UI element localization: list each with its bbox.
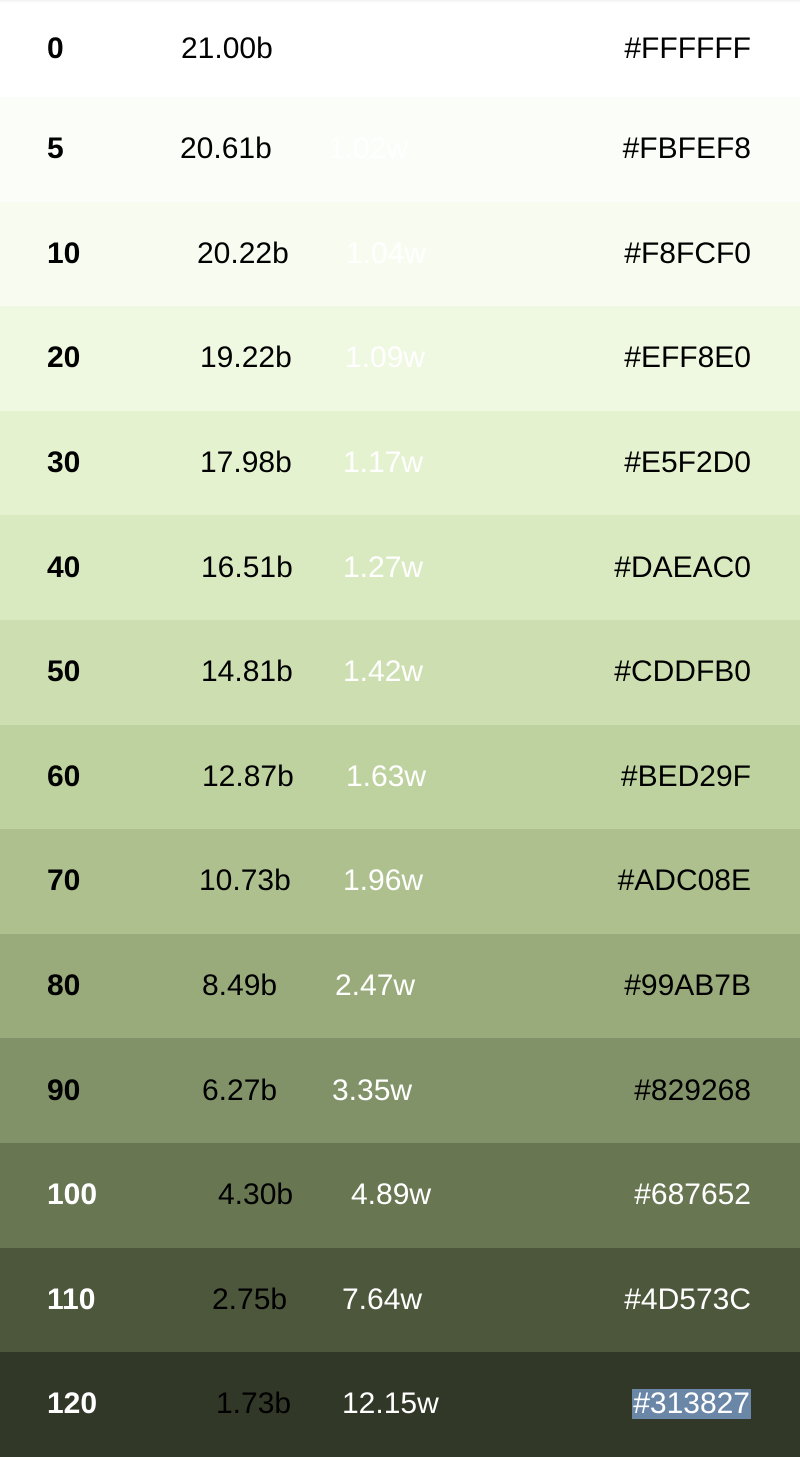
contrast-black-value: 10.73b xyxy=(199,864,291,898)
tone-label: 120 xyxy=(47,1387,98,1421)
palette-row-100[interactable]: 100 4.30b 4.89w #687652 xyxy=(0,1142,800,1248)
hex-code[interactable]: #687652 xyxy=(634,1178,751,1212)
hex-code[interactable]: #DAEAC0 xyxy=(614,550,751,584)
contrast-white-value: 4.89w xyxy=(351,1178,432,1212)
contrast-white-value: 1.17w xyxy=(343,446,424,480)
contrast-black-value: 8.49b xyxy=(202,969,278,1003)
hex-code[interactable]: #EFF8E0 xyxy=(624,341,751,375)
contrast-black-value: 16.51b xyxy=(201,550,293,584)
hex-code-selected[interactable]: #313827 xyxy=(632,1387,751,1421)
palette-row-70[interactable]: 70 10.73b 1.96w #ADC08E xyxy=(0,829,800,934)
tone-label: 110 xyxy=(47,1282,96,1316)
contrast-black-value: 12.87b xyxy=(202,759,294,793)
tone-label: 0 xyxy=(47,31,64,65)
contrast-black-value: 4.30b xyxy=(218,1178,294,1212)
hex-code[interactable]: #F8FCF0 xyxy=(624,236,751,270)
tone-label: 40 xyxy=(47,550,81,584)
hex-code[interactable]: #CDDFB0 xyxy=(614,655,751,689)
tone-label: 90 xyxy=(47,1073,81,1107)
contrast-white-value: 1.04w xyxy=(346,236,427,270)
palette-row-50[interactable]: 50 14.81b 1.42w #CDDFB0 xyxy=(0,619,800,725)
contrast-black-value: 1.73b xyxy=(216,1387,292,1421)
hex-code[interactable]: #FFFFFF xyxy=(624,31,751,65)
hex-code[interactable]: #99AB7B xyxy=(624,969,751,1003)
contrast-black-value: 2.75b xyxy=(212,1282,288,1316)
hex-code[interactable]: #E5F2D0 xyxy=(624,446,751,480)
palette-row-110[interactable]: 110 2.75b 7.64w #4D573C xyxy=(0,1247,800,1353)
contrast-white-value: 1.02w xyxy=(328,132,409,166)
palette-row-10[interactable]: 10 20.22b 1.04w #F8FCF0 xyxy=(0,201,800,307)
contrast-white-value: 1.09w xyxy=(345,341,426,375)
palette-row-120[interactable]: 120 1.73b 12.15w #313827 xyxy=(0,1352,800,1457)
contrast-white-value: 1.42w xyxy=(343,655,424,689)
tone-label: 50 xyxy=(47,655,81,689)
contrast-white-value: 7.64w xyxy=(342,1282,423,1316)
contrast-white-value: 12.15w xyxy=(342,1387,439,1421)
tone-label: 5 xyxy=(47,132,64,166)
palette-row-90[interactable]: 90 6.27b 3.35w #829268 xyxy=(0,1038,800,1143)
contrast-white-value: 3.35w xyxy=(332,1073,413,1107)
contrast-white-value: 2.47w xyxy=(335,969,416,1003)
tone-label: 80 xyxy=(47,969,81,1003)
contrast-black-value: 20.22b xyxy=(197,236,289,270)
contrast-white-value: 1.27w xyxy=(343,550,424,584)
contrast-black-value: 14.81b xyxy=(201,655,293,689)
palette-row-40[interactable]: 40 16.51b 1.27w #DAEAC0 xyxy=(0,515,800,620)
hex-code[interactable]: #4D573C xyxy=(624,1282,751,1316)
contrast-black-value: 19.22b xyxy=(200,341,292,375)
palette-row-80[interactable]: 80 8.49b 2.47w #99AB7B xyxy=(0,933,800,1039)
hex-code[interactable]: #829268 xyxy=(634,1073,751,1107)
tone-label: 60 xyxy=(47,759,81,793)
contrast-black-value: 6.27b xyxy=(202,1073,278,1107)
contrast-white-value: 1.96w xyxy=(343,864,424,898)
hex-code[interactable]: #FBFEF8 xyxy=(622,132,751,166)
palette-row-30[interactable]: 30 17.98b 1.17w #E5F2D0 xyxy=(0,410,800,516)
palette-row-5[interactable]: 5 20.61b 1.02w #FBFEF8 xyxy=(0,97,800,202)
contrast-black-value: 17.98b xyxy=(200,446,292,480)
tone-label: 70 xyxy=(47,864,81,898)
tone-label: 30 xyxy=(47,446,81,480)
contrast-white-value: 1.63w xyxy=(346,759,427,793)
contrast-black-value: 20.61b xyxy=(180,132,272,166)
palette-row-60[interactable]: 60 12.87b 1.63w #BED29F xyxy=(0,724,800,830)
tone-label: 10 xyxy=(47,236,81,270)
palette-row-0[interactable]: 0 21.00b #FFFFFF xyxy=(0,0,800,97)
tone-label: 20 xyxy=(47,341,81,375)
contrast-black-value: 21.00b xyxy=(181,31,273,65)
palette-row-20[interactable]: 20 19.22b 1.09w #EFF8E0 xyxy=(0,306,800,411)
hex-code[interactable]: #ADC08E xyxy=(617,864,751,898)
tone-label: 100 xyxy=(47,1178,98,1212)
hex-code[interactable]: #BED29F xyxy=(620,759,751,793)
